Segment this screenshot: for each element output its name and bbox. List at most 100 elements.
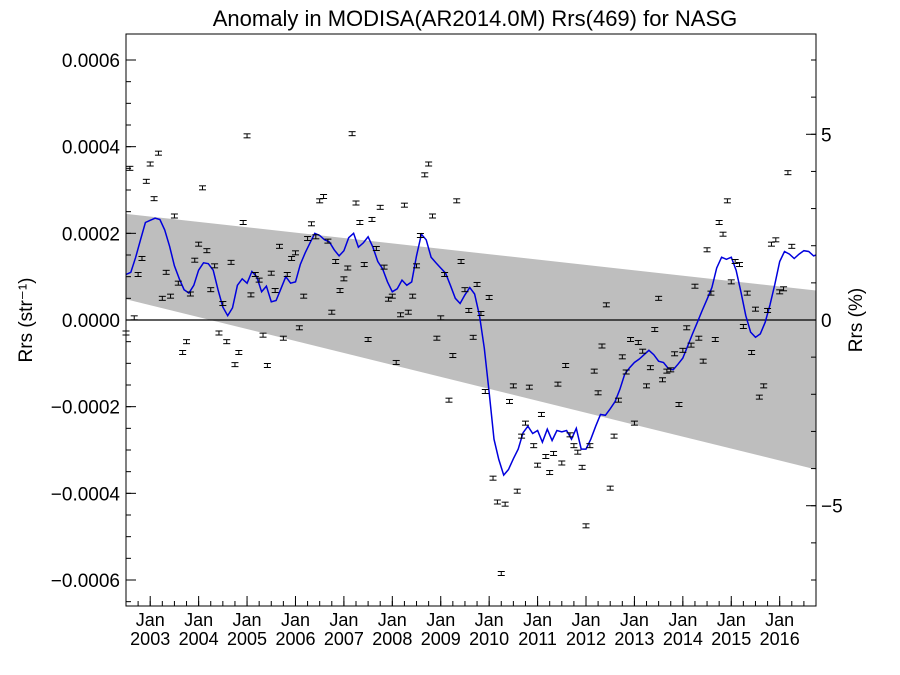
data-point [699, 358, 707, 364]
y-tick-label: −0.0002 [51, 398, 120, 419]
data-point [505, 398, 513, 404]
data-point [655, 295, 663, 301]
x-tick-month: Jan [475, 610, 504, 630]
data-point [679, 347, 687, 353]
data-point [392, 359, 400, 365]
data-point [534, 462, 542, 468]
data-point [558, 460, 566, 466]
data-point [219, 301, 227, 307]
y-tick-label: −0.0004 [51, 484, 121, 505]
data-point [421, 172, 429, 178]
data-point [453, 198, 461, 204]
data-point [183, 339, 191, 345]
data-point-layer [122, 131, 796, 576]
data-point [239, 220, 247, 225]
data-point [469, 334, 477, 340]
data-point [324, 238, 332, 244]
data-point [784, 170, 792, 176]
data-point [711, 337, 719, 342]
data-point [610, 433, 618, 439]
y-axis-label-right: Rrs (%) [846, 288, 867, 352]
data-point [203, 248, 211, 254]
data-point [174, 280, 182, 286]
data-point [493, 499, 501, 505]
y2-tick-label: −5 [821, 497, 843, 518]
data-point [130, 315, 138, 321]
data-point [542, 454, 550, 459]
data-point [735, 262, 743, 268]
data-point [743, 290, 751, 296]
x-tick-month: Jan [281, 610, 310, 630]
data-point [364, 337, 372, 342]
data-point [639, 348, 647, 354]
data-point [627, 337, 635, 342]
data-point [723, 198, 731, 204]
x-tick-month: Jan [136, 610, 165, 630]
data-point [764, 307, 772, 313]
data-point [199, 185, 207, 191]
data-point [518, 433, 526, 439]
data-point [300, 293, 308, 299]
data-point [372, 246, 380, 251]
data-point [651, 327, 659, 333]
data-point [530, 443, 538, 449]
data-point [525, 384, 533, 390]
y-tick-label: 0.0006 [62, 51, 120, 72]
data-point [332, 259, 340, 264]
data-point [550, 450, 558, 456]
data-point [566, 432, 574, 438]
data-point [739, 324, 747, 329]
x-tick-month: Jan [184, 610, 213, 630]
data-point [574, 449, 582, 455]
data-point [731, 259, 739, 264]
data-point [344, 265, 352, 271]
data-point [461, 287, 469, 293]
data-point [760, 383, 768, 389]
data-point [481, 389, 489, 394]
data-point [162, 269, 170, 275]
data-point [304, 236, 312, 242]
data-point [259, 332, 267, 338]
x-tick-month: Jan [233, 610, 262, 630]
data-point [767, 241, 775, 247]
data-point [755, 394, 763, 400]
data-point [776, 289, 784, 295]
data-point [671, 351, 679, 357]
data-point [606, 485, 614, 491]
data-point [316, 198, 324, 204]
y2-tick-label: 0 [821, 311, 832, 332]
data-point [663, 368, 671, 374]
data-point [271, 288, 279, 294]
data-point [425, 161, 433, 167]
data-point [400, 202, 408, 208]
data-point [158, 295, 166, 301]
data-point [170, 213, 178, 219]
data-point [646, 365, 654, 371]
data-point [167, 293, 175, 299]
data-point [687, 342, 695, 348]
data-point [348, 131, 356, 137]
data-point [465, 307, 473, 313]
data-point [283, 272, 291, 277]
y-tick-label: 0.0002 [62, 224, 120, 245]
data-point [404, 309, 412, 315]
data-point [388, 293, 396, 299]
data-point [780, 286, 788, 292]
data-point [186, 291, 194, 297]
confidence-band [126, 213, 816, 470]
data-point [356, 220, 364, 225]
data-point [618, 354, 626, 360]
data-point [788, 243, 796, 249]
x-tick-month: Jan [523, 610, 552, 630]
data-point [630, 420, 638, 426]
data-point [207, 287, 215, 293]
data-point [473, 281, 481, 287]
x-tick-year: 2011 [518, 629, 557, 649]
chart-title: Anomaly in MODISA(AR2014.0M) Rrs(469) fo… [213, 6, 738, 31]
data-point [142, 178, 150, 184]
data-point [368, 216, 376, 222]
data-point [659, 377, 667, 383]
y2-tick-label: 5 [821, 125, 832, 146]
data-point [336, 288, 344, 294]
x-tick-month: Jan [329, 610, 358, 630]
